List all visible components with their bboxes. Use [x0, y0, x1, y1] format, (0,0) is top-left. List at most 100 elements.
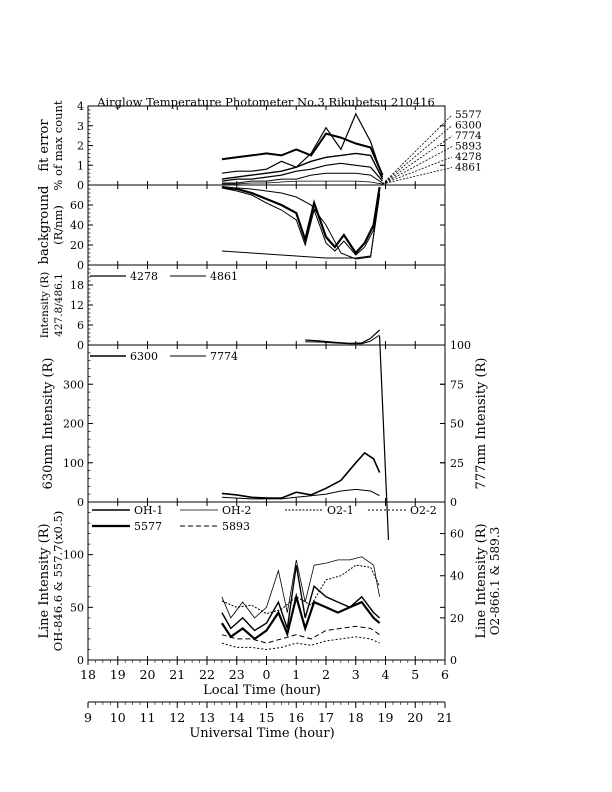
label-leader	[382, 156, 453, 185]
ut-tick-label: 9	[84, 710, 92, 725]
legend-label: OH-2	[222, 504, 251, 517]
panel-frame	[87, 184, 446, 266]
series-label: 4278	[455, 151, 482, 163]
y-tick-label: 2	[77, 140, 84, 153]
legend-label: 7774	[210, 350, 238, 363]
lt-tick-label: 6	[441, 667, 449, 682]
y-tick-label: 300	[63, 378, 84, 391]
lt-tick-label: 19	[110, 667, 126, 682]
y-right-tick-label: 60	[450, 528, 464, 541]
y-right-axis-label: 777nm Intensity (R)	[474, 358, 489, 490]
y-right-tick-label: 40	[450, 570, 464, 583]
ut-tick-label: 12	[169, 710, 185, 725]
series-label: 4861	[455, 162, 482, 174]
y-tick-label: 6	[77, 319, 84, 332]
lt-tick-label: 20	[140, 667, 156, 682]
lt-tick-label: 22	[199, 667, 215, 682]
y-tick-label: 40	[70, 219, 84, 232]
series-line-intensity-5577	[220, 592, 381, 641]
y-tick-label: 0	[77, 339, 84, 352]
series-intensity-6300-7774-7774	[221, 488, 380, 500]
lt-tick-label: 4	[382, 667, 390, 682]
legend-label: 6300	[130, 350, 158, 363]
y-tick-label: 0	[77, 259, 84, 272]
y-tick-label: 4	[77, 100, 84, 113]
y-axis-label: Line Intensity (R)	[37, 523, 52, 638]
series-fit-error-5577	[221, 112, 384, 178]
y-axis-label: OH-846.6 & 557.7(x0.5)	[51, 511, 65, 651]
ut-tick-label: 16	[288, 710, 304, 725]
y-axis-label: 427.8/486.1	[53, 273, 65, 337]
label-leader	[382, 114, 453, 185]
legend-label: 5577	[134, 520, 162, 533]
y-right-tick-label: 20	[450, 612, 464, 625]
lt-tick-label: 3	[352, 667, 360, 682]
label-leader	[382, 125, 453, 185]
series-line-intensity-5893	[221, 625, 380, 644]
series-fit-error-7774	[221, 152, 384, 180]
panel-intensity-6300-7774: 0 100 200 300 0 25 50 75 100 630nm Intensity (R) 7…	[41, 339, 489, 509]
y-right-axis-label: O2-866.1 & 589.3	[488, 527, 502, 636]
panel-fit-error: 0 1 2 3 4 fit error% of max count 557763007774…	[37, 100, 482, 192]
series-label: 5577	[455, 109, 482, 121]
y-tick-label: 100	[63, 549, 84, 562]
y-right-tick-label: 75	[450, 378, 464, 391]
y-tick-label: 60	[70, 199, 84, 212]
series-fit-error-6300	[221, 132, 384, 176]
ut-tick-label: 13	[199, 710, 215, 725]
y-axis-label: 630nm Intensity (R)	[41, 358, 56, 490]
y-tick-label: 0	[77, 654, 84, 667]
y-tick-label: 100	[63, 457, 84, 470]
label-leader	[382, 135, 453, 185]
y-axis-label: Intensity (R)	[39, 272, 51, 338]
label-leader	[382, 146, 453, 185]
y-tick-label: 200	[63, 418, 84, 431]
lt-tick-label: 5	[411, 667, 419, 682]
y-tick-label: 18	[70, 279, 84, 292]
ut-tick-label: 11	[140, 710, 156, 725]
y-tick-label: 0	[77, 179, 84, 192]
series-label: 6300	[455, 120, 482, 132]
ut-tick-label: 10	[110, 710, 126, 725]
chart-title: Airglow Temperature Photometer No.3 Riku…	[96, 95, 435, 109]
series-background-thin-b	[221, 194, 381, 259]
local-time-axis: 18 19 20 21 22 23 0 1 2 3 4 5 6	[80, 660, 449, 682]
series-fit-error-4861	[221, 180, 383, 185]
y-tick-label: 1	[77, 159, 84, 172]
y-right-axis-label: Line Intensity (R)	[474, 523, 489, 638]
y-tick-label: 0	[77, 496, 84, 509]
diagonal-trace	[378, 335, 390, 541]
series-line-intensity-OH-2	[221, 556, 380, 619]
lt-tick-label: 18	[80, 667, 96, 682]
series-background-thin-a	[221, 187, 381, 256]
series-fit-error-4278	[221, 172, 383, 184]
lt-tick-label: 1	[292, 667, 300, 682]
ut-tick-label: 15	[259, 710, 275, 725]
y-right-tick-label: 100	[450, 339, 471, 352]
panel-intensity-4278-4861: 0 6 12 18 Intensity (R) 427.8/486.1 4278 4861	[39, 264, 446, 352]
lt-tick-label: 21	[169, 667, 185, 682]
series-line-intensity-OH-1	[221, 565, 381, 632]
ut-tick-label: 17	[318, 710, 334, 725]
series-intensity-6300-7774-6300	[221, 451, 381, 499]
ut-tick-label: 21	[437, 710, 453, 725]
label-leader	[382, 167, 453, 185]
series-intensity-4278-4861-4861	[305, 334, 380, 345]
local-time-axis-label: Local Time (hour)	[203, 683, 321, 698]
panel-frame	[87, 344, 446, 503]
series-fit-error-5893	[221, 162, 383, 182]
legend-label: OH-1	[134, 504, 163, 517]
y-axis-label: background	[37, 186, 52, 265]
legend-label: O2-1	[327, 504, 354, 517]
series-background-thin-c	[221, 186, 381, 260]
lt-tick-label: 2	[322, 667, 330, 682]
y-right-tick-label: 0	[450, 654, 457, 667]
ut-tick-label: 19	[378, 710, 394, 725]
series-line-intensity-O2-1	[221, 564, 381, 615]
ut-tick-label: 14	[229, 710, 245, 725]
y-axis-label: % of max count	[51, 100, 65, 190]
series-background-thick	[221, 185, 381, 255]
